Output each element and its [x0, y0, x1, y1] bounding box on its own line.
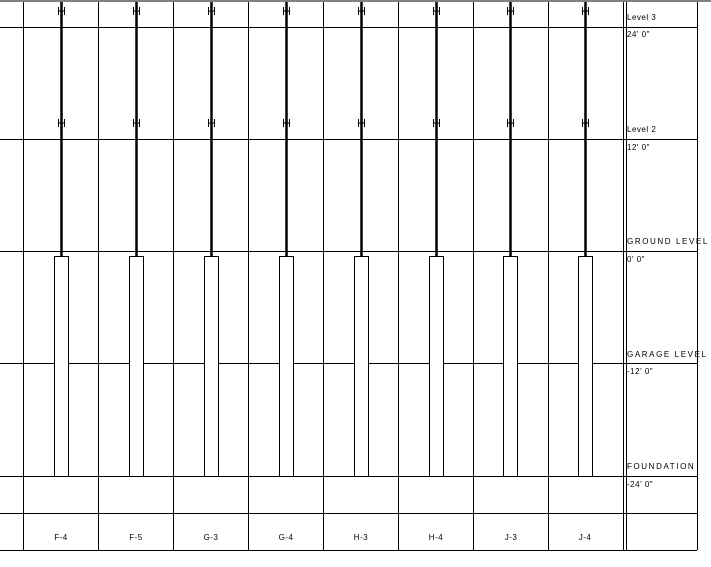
- splice-icon: [358, 7, 365, 15]
- concrete-column: [204, 256, 219, 477]
- splice-icon: [58, 7, 65, 15]
- splice-icon: [358, 119, 365, 127]
- column-label: J-3: [505, 533, 518, 542]
- column-label: H-4: [429, 533, 443, 542]
- concrete-column: [503, 256, 518, 477]
- splice-icon: [208, 7, 215, 15]
- concrete-column: [54, 256, 69, 477]
- concrete-column: [129, 256, 144, 477]
- column-labels: F-4 F-5 G-3 G-4 H-3 H-4 J-3 J-4: [54, 533, 591, 542]
- column-label: F-4: [54, 533, 68, 542]
- concrete-column: [429, 256, 444, 477]
- splice-icon: [582, 119, 589, 127]
- level-labels: Level 3 24' 0" Level 2 12' 0" GROUND LEV…: [627, 13, 711, 489]
- splice-icon: [283, 119, 290, 127]
- top-border: [0, 0, 711, 2]
- concrete-column: [354, 256, 369, 477]
- columns: [54, 2, 593, 477]
- level-elevation: -12' 0": [627, 367, 653, 376]
- splice-icon: [582, 7, 589, 15]
- level-name: GARAGE LEVEL -1: [627, 350, 711, 359]
- concrete-column: [279, 256, 294, 477]
- column-label: H-3: [354, 533, 368, 542]
- splice-icon: [507, 119, 514, 127]
- level-name: Level 3: [627, 13, 656, 22]
- splice-icon: [433, 7, 440, 15]
- level-elevation: 0' 0": [627, 255, 645, 264]
- splice-icon: [58, 119, 65, 127]
- concrete-column: [578, 256, 593, 477]
- splice-icon: [433, 119, 440, 127]
- column-label: F-5: [129, 533, 143, 542]
- level-elevation: -24' 0": [627, 480, 653, 489]
- column-label: G-3: [204, 533, 219, 542]
- splice-icon: [133, 7, 140, 15]
- column-label: G-4: [279, 533, 294, 542]
- level-elevation: 24' 0": [627, 30, 650, 39]
- splice-icon: [133, 119, 140, 127]
- column-label: J-4: [579, 533, 592, 542]
- schedule-grid: [0, 2, 698, 551]
- level-name: FOUNDATION: [627, 462, 695, 471]
- splice-icon: [208, 119, 215, 127]
- splice-icon: [283, 7, 290, 15]
- level-elevation: 12' 0": [627, 143, 650, 152]
- level-name: GROUND LEVEL: [627, 237, 709, 246]
- splice-icon: [507, 7, 514, 15]
- level-name: Level 2: [627, 125, 656, 134]
